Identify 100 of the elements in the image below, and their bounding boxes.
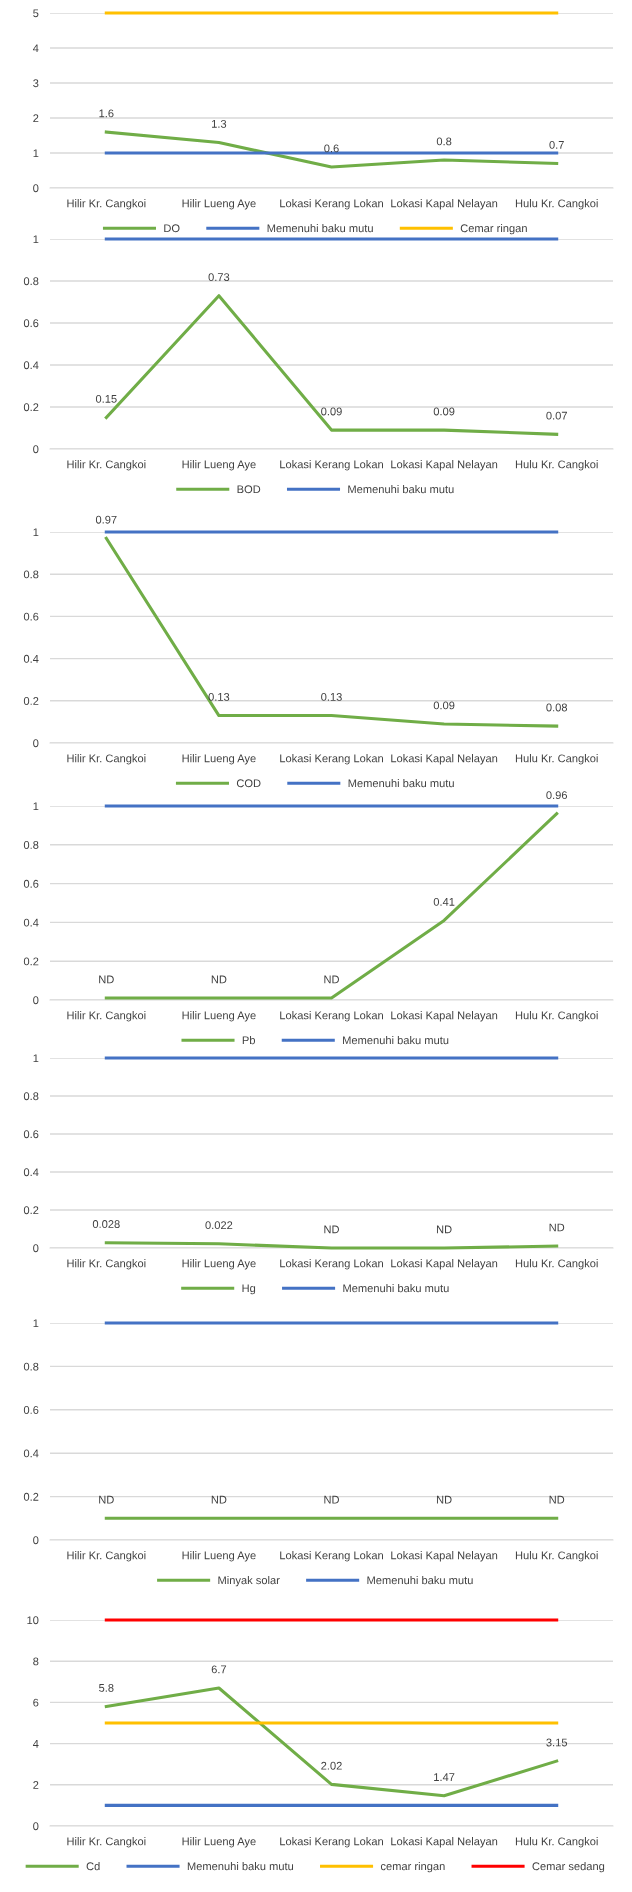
data-label: 1.47 (434, 1773, 455, 1781)
data-label: 0.6 (324, 144, 339, 153)
data-label: 0.13 (208, 693, 230, 701)
x-tick-label: Hilir Lueng Aye (182, 1011, 256, 1022)
data-label: ND (436, 1495, 452, 1504)
x-tick-label: Hulu Kr. Cangkoi (515, 1837, 598, 1848)
y-tick-label: 0.4 (23, 918, 39, 927)
x-tick-label: Hilir Kr. Cangkoi (67, 460, 146, 471)
data-label: 0.96 (546, 791, 568, 800)
y-tick-label: 0.6 (23, 1130, 39, 1139)
y-tick-label: 2 (33, 114, 39, 123)
y-tick-label: 0.6 (23, 319, 39, 328)
y-tick-label: 0 (33, 739, 39, 748)
x-tick-label: Lokasi Kerang Lokan (280, 460, 383, 471)
data-label: 1.6 (99, 109, 114, 118)
data-label: ND (436, 1225, 452, 1234)
legend-label: COD (236, 779, 261, 788)
x-tick-label: Lokasi Kapal Nelayan (391, 1011, 498, 1022)
data-label: ND (324, 975, 339, 984)
legend-label: Hg (242, 1284, 256, 1295)
y-tick-label: 0.6 (23, 612, 39, 621)
x-tick-label: Hulu Kr. Cangkoi (515, 460, 598, 471)
x-tick-label: Lokasi Kerang Lokan (280, 1011, 383, 1022)
data-label: 0.09 (433, 407, 455, 416)
y-tick-label: 0.6 (23, 1406, 39, 1414)
y-tick-label: 5 (33, 9, 39, 18)
x-tick-label: Hulu Kr. Cangkoi (515, 754, 598, 765)
x-tick-label: Lokasi Kerang Lokan (280, 1837, 383, 1848)
data-label: ND (211, 1495, 227, 1504)
data-label: 0.022 (205, 1221, 233, 1230)
legend-label: Memenuhi baku mutu (348, 485, 454, 494)
x-tick-label: Hulu Kr. Cangkoi (515, 1551, 598, 1562)
x-tick-label: Hilir Lueng Aye (182, 754, 256, 765)
x-tick-label: Hilir Kr. Cangkoi (67, 1259, 146, 1270)
data-label: 0.41 (433, 897, 455, 906)
y-tick-label: 0 (33, 445, 39, 454)
y-tick-label: 1 (33, 1319, 39, 1328)
legend-label: Memenuhi baku mutu (343, 1284, 449, 1293)
y-tick-label: 1 (33, 235, 39, 244)
y-tick-label: 10 (27, 1616, 39, 1625)
data-label: 0.15 (95, 394, 117, 403)
x-tick-label: Hulu Kr. Cangkoi (515, 199, 598, 210)
x-tick-label: Lokasi Kerang Lokan (280, 754, 383, 765)
x-tick-label: Hilir Lueng Aye (182, 199, 256, 210)
data-label: 0.08 (546, 703, 568, 712)
x-tick-label: Hilir Kr. Cangkoi (67, 1837, 146, 1848)
legend-label: Cemar sedang (532, 1862, 605, 1873)
y-tick-label: 0 (33, 184, 39, 193)
data-label: 0.73 (208, 273, 230, 281)
y-tick-label: 8 (33, 1657, 39, 1666)
y-tick-label: 0.8 (23, 841, 39, 849)
y-tick-label: 1 (33, 528, 39, 537)
data-label: ND (99, 975, 114, 984)
data-label: 0.09 (321, 407, 342, 416)
data-label: 0.97 (95, 515, 117, 524)
y-tick-label: 4 (32, 44, 39, 53)
x-tick-label: Hilir Lueng Aye (182, 460, 256, 471)
x-tick-label: Hilir Lueng Aye (182, 1551, 256, 1562)
x-tick-label: Hulu Kr. Cangkoi (515, 1259, 598, 1270)
legend-label: Pb (242, 1036, 256, 1045)
y-tick-label: 1 (33, 1054, 39, 1063)
x-tick-label: Hilir Kr. Cangkoi (67, 1011, 146, 1022)
y-tick-label: 0.2 (23, 697, 39, 705)
x-tick-label: Hulu Kr. Cangkoi (515, 1011, 598, 1022)
data-label: 0.028 (92, 1220, 120, 1228)
y-tick-label: 0.8 (23, 1092, 39, 1101)
legend-label: cemar ringan (380, 1862, 445, 1873)
x-tick-label: Lokasi Kapal Nelayan (391, 1837, 498, 1848)
y-tick-label: 0.2 (23, 1206, 39, 1215)
x-tick-label: Hilir Kr. Cangkoi (67, 754, 146, 765)
x-tick-label: Lokasi Kapal Nelayan (391, 460, 498, 471)
x-tick-label: Hilir Kr. Cangkoi (67, 199, 146, 210)
data-label: 3.15 (546, 1738, 568, 1747)
x-tick-label: Lokasi Kerang Lokan (280, 1551, 383, 1562)
y-tick-label: 0.4 (23, 654, 39, 663)
x-tick-label: Lokasi Kapal Nelayan (391, 754, 498, 765)
data-label: 0.07 (546, 411, 567, 420)
x-tick-label: Lokasi Kapal Nelayan (391, 1259, 498, 1270)
data-label: ND (99, 1495, 114, 1504)
y-tick-label: 0.4 (23, 361, 39, 370)
x-tick-label: Lokasi Kerang Lokan (280, 1259, 383, 1270)
legend-label: DO (164, 224, 180, 233)
y-tick-label: 4 (32, 1739, 39, 1748)
y-tick-label: 0.2 (23, 957, 39, 966)
data-label: 0.7 (549, 140, 564, 149)
y-tick-label: 0 (33, 996, 39, 1005)
data-label: ND (211, 975, 227, 984)
data-label: ND (549, 1495, 565, 1504)
y-tick-label: 0.8 (23, 277, 39, 286)
y-tick-label: 0.6 (23, 879, 39, 888)
legend-label: Memenuhi baku mutu (367, 1576, 473, 1585)
legend-label: Memenuhi baku mutu (343, 1036, 449, 1045)
data-label: 0.13 (321, 693, 342, 701)
y-tick-label: 1 (33, 802, 39, 811)
data-label: 6.7 (211, 1665, 227, 1674)
y-tick-label: 3 (33, 79, 39, 88)
y-tick-label: 0.2 (23, 403, 39, 412)
x-tick-label: Hilir Lueng Aye (182, 1837, 256, 1848)
legend-label: Memenuhi baku mutu (267, 224, 373, 233)
data-label: ND (324, 1225, 339, 1234)
